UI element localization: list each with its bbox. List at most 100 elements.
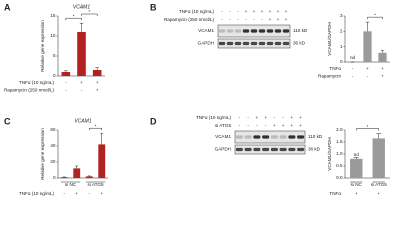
bar xyxy=(348,62,357,63)
sig-mark: * xyxy=(367,124,369,129)
blot-band xyxy=(242,29,250,33)
blot-band xyxy=(274,41,282,46)
blot-band xyxy=(274,29,282,33)
condition-sign: + xyxy=(291,123,294,128)
blot-band xyxy=(270,147,278,152)
condition-sign: + xyxy=(277,9,280,14)
condition-sign: + xyxy=(100,191,103,196)
condition-sign: - xyxy=(221,9,223,14)
condition-label: Rapamycin xyxy=(318,74,341,79)
band-size: 110 kD xyxy=(308,134,323,139)
bar-note: nd xyxy=(354,152,360,157)
condition-sign: + xyxy=(96,88,99,93)
condition-sign: - xyxy=(88,191,90,196)
condition-sign: - xyxy=(81,88,83,93)
bar xyxy=(92,70,102,76)
chart-title: VCAM1 xyxy=(73,4,90,10)
band-size: 36 kD xyxy=(293,41,306,46)
bar xyxy=(73,168,81,178)
condition-sign: + xyxy=(269,9,272,14)
y-tick-label: 40 xyxy=(50,143,56,148)
condition-sign: - xyxy=(245,17,247,22)
blot-band xyxy=(270,135,278,139)
condition-sign: - xyxy=(265,123,267,128)
condition-sign: + xyxy=(273,123,276,128)
blot-band xyxy=(244,147,252,152)
y-tick-label: 2.0 xyxy=(336,127,343,132)
panel-letter: C xyxy=(4,116,11,126)
band-size: 36 kD xyxy=(308,147,321,152)
panel-letter: D xyxy=(150,116,157,126)
blot-band xyxy=(226,29,234,33)
sig-mark: * xyxy=(95,123,97,128)
condition-sign: - xyxy=(274,115,276,120)
condition-sign: - xyxy=(253,17,255,22)
condition-sign: + xyxy=(80,80,83,85)
sig-mark: * xyxy=(73,13,75,18)
condition-label: TNFα (10 ng/mL) xyxy=(179,9,215,14)
blot-band xyxy=(297,147,305,152)
blot-band xyxy=(234,41,242,46)
blot-band xyxy=(288,135,296,139)
condition-sign: + xyxy=(381,74,384,79)
blot-band xyxy=(244,135,252,139)
y-tick-label: 1.0 xyxy=(336,151,343,156)
condition-sign: + xyxy=(299,115,302,120)
blot-band xyxy=(253,135,261,139)
y-tick-label: 0 xyxy=(53,175,56,180)
y-tick-label: 0.0 xyxy=(336,175,343,180)
band-name: VCAM1 xyxy=(215,134,231,139)
y-axis-label: Relative gene expression xyxy=(40,128,45,180)
y-tick-label: 0 xyxy=(53,73,56,78)
condition-sign: + xyxy=(75,191,78,196)
blot-band xyxy=(262,147,270,152)
condition-sign: + xyxy=(381,66,384,71)
bar xyxy=(363,31,372,62)
condition-label: Rapamycin (250 nmol/L) xyxy=(4,88,55,93)
condition-sign: - xyxy=(261,17,263,22)
blot-band xyxy=(262,135,270,139)
panel-letter: A xyxy=(4,2,11,12)
band-size: 110 kD xyxy=(293,28,308,33)
condition-sign: - xyxy=(352,74,354,79)
band-name: VCAM1 xyxy=(198,28,214,33)
y-tick-label: 5 xyxy=(53,53,56,58)
blot-band xyxy=(297,135,305,139)
condition-sign: - xyxy=(65,80,67,85)
condition-label: TNFα xyxy=(329,191,341,196)
condition-label: si ATG5 xyxy=(215,123,231,128)
condition-sign: - xyxy=(247,123,249,128)
blot-frame xyxy=(234,144,306,155)
y-tick-label: 60 xyxy=(50,127,56,132)
blot-band xyxy=(279,135,287,139)
group-label: si ATG5 xyxy=(88,182,104,187)
condition-sign: + xyxy=(299,123,302,128)
condition-sign: + xyxy=(291,115,294,120)
condition-sign: - xyxy=(229,9,231,14)
condition-sign: + xyxy=(245,9,248,14)
y-tick-label: 20 xyxy=(50,159,56,164)
blot-band xyxy=(258,29,266,33)
condition-sign: + xyxy=(285,17,288,22)
blot-band xyxy=(235,147,243,152)
y-axis-label: Relative gene expression xyxy=(40,20,45,72)
band-name: GAPDH xyxy=(198,41,214,46)
condition-sign: - xyxy=(352,66,354,71)
y-tick-label: 0.5 xyxy=(336,163,343,168)
y-tick-label: 10 xyxy=(50,33,56,38)
y-tick-label: 1.5 xyxy=(336,139,343,144)
bar xyxy=(61,72,71,76)
panel-letter: B xyxy=(150,2,157,12)
condition-sign: + xyxy=(96,80,99,85)
blot-band xyxy=(253,147,261,152)
blot-band xyxy=(250,41,258,46)
blot-band xyxy=(258,41,266,46)
condition-sign: + xyxy=(253,9,256,14)
bar xyxy=(98,144,106,178)
condition-sign: + xyxy=(377,191,380,196)
sig-mark: * xyxy=(88,9,90,14)
blot-band xyxy=(266,41,274,46)
condition-sign: - xyxy=(237,17,239,22)
condition-sign: - xyxy=(256,123,258,128)
